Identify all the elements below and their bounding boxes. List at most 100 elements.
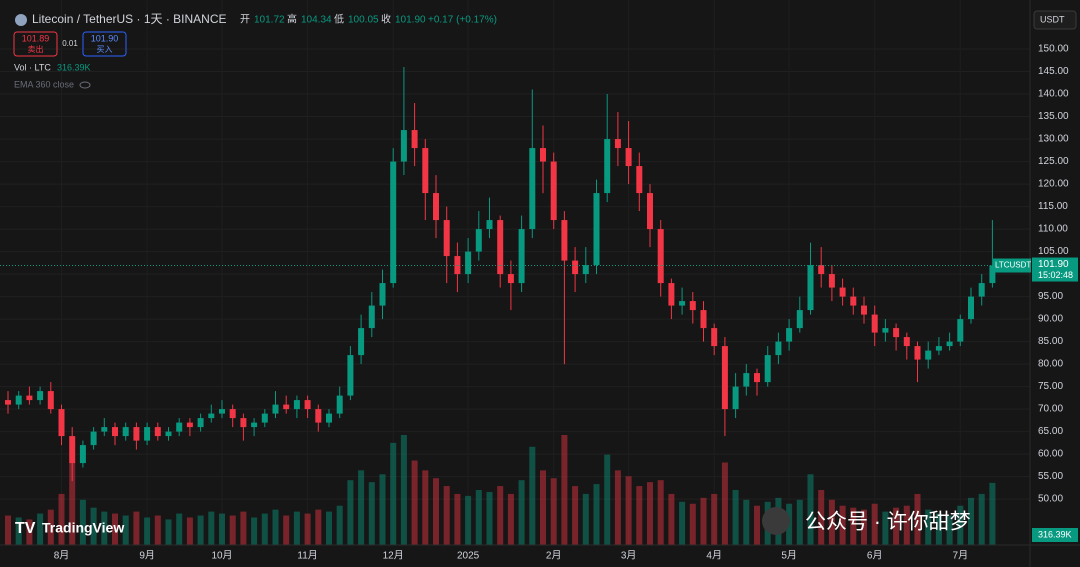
candle-body bbox=[240, 418, 247, 428]
volume-bar bbox=[828, 499, 835, 545]
volume-bar bbox=[304, 513, 311, 545]
volume-bar bbox=[475, 490, 482, 545]
candle-body bbox=[197, 418, 204, 428]
volume-bar bbox=[240, 511, 247, 545]
volume-bar bbox=[604, 454, 611, 545]
candle-body bbox=[422, 148, 429, 194]
buy-button[interactable] bbox=[82, 31, 127, 57]
axes: 50.00 55.00 60.00 65.00 70.00 75.00 80.00 85.00… bbox=[54, 44, 1069, 562]
candle-body bbox=[454, 256, 461, 275]
volume-bar bbox=[882, 511, 889, 545]
x-tick-label: 6月 bbox=[867, 550, 883, 562]
candle-body bbox=[561, 220, 568, 261]
volume-bar bbox=[582, 493, 589, 545]
volume-bar bbox=[614, 470, 621, 545]
volume-bar bbox=[465, 495, 472, 545]
volume-bar bbox=[443, 486, 450, 545]
candle-body bbox=[529, 148, 536, 230]
y-tick-label: 65.00 bbox=[1038, 426, 1063, 437]
candle-body bbox=[743, 373, 750, 387]
x-tick-label: 9月 bbox=[139, 550, 155, 562]
candle-body bbox=[208, 413, 215, 419]
candle-body bbox=[903, 337, 910, 347]
candle-body bbox=[486, 220, 493, 230]
candle-body bbox=[368, 305, 375, 329]
volume-bar bbox=[90, 507, 97, 545]
volume-bar bbox=[668, 493, 675, 545]
candle-body bbox=[379, 283, 386, 306]
volume-bar bbox=[261, 513, 268, 545]
candle-body bbox=[261, 413, 268, 423]
x-tick-label: 7月 bbox=[953, 550, 969, 562]
candle-body bbox=[861, 305, 867, 315]
candle-body bbox=[176, 422, 183, 432]
candle-body bbox=[796, 310, 803, 329]
x-tick-label: 8月 bbox=[54, 550, 70, 562]
y-tick-label: 130.00 bbox=[1038, 134, 1069, 145]
open-label: 开 bbox=[240, 15, 250, 26]
candle-body bbox=[925, 350, 932, 360]
volume-bar bbox=[315, 509, 322, 545]
logo: TV TradingView bbox=[15, 520, 124, 538]
volume-bar bbox=[486, 491, 493, 545]
currency-button[interactable] bbox=[1033, 10, 1077, 30]
volume-bar bbox=[818, 490, 825, 545]
change: +0.17 (+0.17%) bbox=[428, 15, 497, 26]
candle-body bbox=[26, 395, 33, 401]
open-value: 101.72 bbox=[254, 15, 285, 26]
x-tick-label: 10月 bbox=[211, 550, 232, 562]
candle-body bbox=[764, 355, 771, 383]
volume-bar bbox=[700, 497, 707, 545]
candle-body bbox=[647, 193, 653, 230]
volume-bar bbox=[550, 478, 557, 545]
volume-bar bbox=[176, 513, 183, 545]
volume-bar bbox=[507, 493, 514, 545]
volume-bar bbox=[861, 509, 867, 545]
candle-body bbox=[133, 427, 140, 441]
candle-body bbox=[112, 427, 118, 437]
volume-bar bbox=[433, 478, 439, 545]
last-price: 101.90 bbox=[1038, 259, 1069, 270]
volume-bar bbox=[69, 462, 76, 545]
candle-body bbox=[347, 355, 354, 396]
volume-bar bbox=[721, 462, 728, 545]
candle-body bbox=[839, 287, 846, 297]
candle-body bbox=[101, 427, 108, 432]
volume-bar bbox=[112, 513, 118, 545]
y-tick-label: 55.00 bbox=[1038, 471, 1063, 482]
y-tick-label: 60.00 bbox=[1038, 449, 1063, 460]
candle-body bbox=[732, 386, 739, 410]
y-tick-label: 95.00 bbox=[1038, 291, 1063, 302]
volume-bar bbox=[283, 515, 290, 545]
y-tick-label: 135.00 bbox=[1038, 111, 1069, 122]
candle-body bbox=[828, 274, 835, 288]
candle-body bbox=[614, 139, 621, 149]
volume-bar bbox=[946, 515, 953, 545]
sell-button[interactable] bbox=[13, 31, 58, 57]
volume-tag: 316.39K bbox=[1038, 529, 1072, 539]
candle-body bbox=[326, 413, 332, 423]
candle-body bbox=[47, 391, 54, 410]
volume-bar bbox=[379, 474, 386, 545]
candle-body bbox=[37, 391, 44, 401]
ema-indicator[interactable]: EMA 360 close bbox=[14, 79, 74, 89]
y-tick-label: 150.00 bbox=[1038, 44, 1069, 55]
eye-icon[interactable] bbox=[79, 81, 91, 89]
candle-body bbox=[989, 265, 996, 284]
low-label: 低 bbox=[334, 13, 344, 26]
y-tick-label: 70.00 bbox=[1038, 404, 1063, 415]
volume-bar bbox=[122, 515, 129, 545]
candle-body bbox=[283, 404, 290, 410]
volume-bar bbox=[711, 493, 718, 545]
volume-bar bbox=[914, 493, 921, 545]
chart-title[interactable]: Litecoin / TetherUS · 1天 · BINANCE bbox=[32, 12, 227, 26]
candle-body bbox=[871, 314, 878, 333]
x-tick-label: 12月 bbox=[383, 550, 404, 562]
volume-bar bbox=[5, 515, 11, 545]
candle-body bbox=[69, 436, 76, 464]
volume-tag-box bbox=[1032, 528, 1078, 542]
candle-body bbox=[293, 400, 300, 410]
volume-bar bbox=[925, 509, 932, 545]
